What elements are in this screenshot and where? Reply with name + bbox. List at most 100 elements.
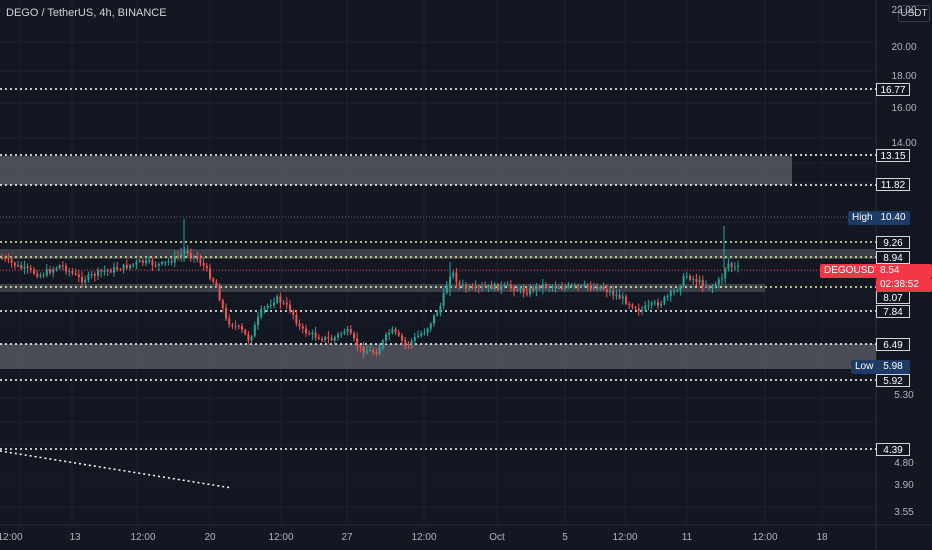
candle-body (532, 288, 535, 291)
candle-body (241, 326, 243, 330)
upper-range-zone (0, 249, 876, 259)
candle-body (55, 268, 58, 270)
candle-body (167, 261, 170, 263)
candle-body (637, 308, 640, 311)
candle-body (81, 276, 83, 283)
support-zone (0, 344, 876, 369)
candle-body (321, 338, 323, 340)
candle-body (586, 284, 589, 288)
candle-body (484, 286, 487, 288)
candle-body (141, 260, 144, 264)
candle-body (407, 343, 410, 345)
price-tick: 4.80 (894, 458, 914, 469)
candle-body (557, 287, 560, 289)
candle-body (305, 328, 307, 334)
candle-body (541, 284, 544, 289)
price-tick: 16.00 (891, 103, 917, 114)
candle-body (327, 336, 330, 339)
candle-body (33, 269, 35, 274)
candle-body (426, 328, 429, 333)
candle-body (52, 269, 55, 273)
candle-body (349, 329, 352, 334)
candle-body (445, 285, 448, 294)
candle-body (644, 305, 647, 310)
candle-body (529, 288, 531, 295)
candle-body (420, 333, 423, 336)
level-label: 7.84 (876, 305, 910, 318)
candle-body (685, 275, 688, 277)
candle-body (596, 287, 599, 290)
candle-body (695, 278, 698, 283)
price-tick: 5.30 (894, 390, 914, 401)
candle-body (234, 325, 237, 327)
bar-countdown: 02:38:52 (876, 278, 932, 292)
candle-body (285, 302, 288, 305)
candle-body (29, 268, 32, 270)
candle-body (119, 269, 122, 271)
candle-body (199, 259, 202, 264)
candle-body (673, 290, 675, 292)
time-tick: 12:00 (411, 532, 437, 543)
candle-body (679, 286, 682, 291)
candle-body (583, 284, 586, 286)
candle-body (301, 326, 304, 329)
candle-body (577, 285, 579, 287)
candle-body (487, 285, 490, 288)
candle-body (378, 347, 381, 355)
candle-body (516, 290, 519, 292)
price-tick: 22.00 (891, 5, 917, 16)
candle-body (717, 279, 720, 285)
low-tag: Low (851, 360, 878, 374)
candle-body (391, 328, 394, 333)
candle-body (730, 263, 733, 267)
candle-body (513, 287, 515, 291)
candle-body (157, 263, 160, 266)
candle-body (45, 269, 48, 276)
candle-body (372, 350, 375, 353)
candle-body (682, 276, 685, 287)
candle-body (410, 340, 413, 345)
candle-body (324, 336, 327, 340)
candle-body (7, 258, 10, 260)
candle-body (116, 267, 119, 270)
candle-body (650, 302, 653, 305)
price-tick: 3.55 (894, 507, 914, 518)
time-tick: 12:00 (268, 532, 294, 543)
candle-body (292, 310, 295, 315)
candle-body (170, 261, 173, 263)
candle-body (122, 264, 125, 271)
candle-body (397, 332, 400, 336)
time-tick: 13 (69, 532, 81, 543)
candle-body (269, 305, 272, 307)
level-label: 11.82 (876, 178, 910, 191)
time-tick: 27 (341, 532, 353, 543)
candle-body (631, 304, 634, 308)
candle-body (180, 253, 183, 257)
candle-body (602, 286, 605, 290)
candle-body (698, 279, 701, 283)
candle-body (13, 262, 16, 266)
candle-body (317, 337, 320, 339)
currency-badge[interactable]: USDT (898, 5, 930, 22)
candle-body (605, 289, 608, 292)
candle-body (49, 269, 51, 273)
candle-body (429, 323, 432, 329)
candle-body (365, 351, 368, 354)
candle-body (593, 287, 595, 290)
candle-body (500, 285, 503, 290)
candle-body (17, 264, 19, 266)
candle-body (493, 284, 496, 290)
candle-body (573, 285, 576, 287)
support-resistance-zones (0, 156, 876, 369)
candle-body (609, 291, 611, 293)
candle-body (554, 286, 557, 288)
candle-body (202, 263, 205, 266)
candle-body (417, 335, 419, 337)
candle-body (471, 286, 474, 288)
candle-body (465, 284, 467, 289)
candle-body (564, 286, 567, 289)
candle-body (618, 294, 621, 299)
candle-body (154, 265, 157, 267)
candle-body (10, 259, 13, 263)
